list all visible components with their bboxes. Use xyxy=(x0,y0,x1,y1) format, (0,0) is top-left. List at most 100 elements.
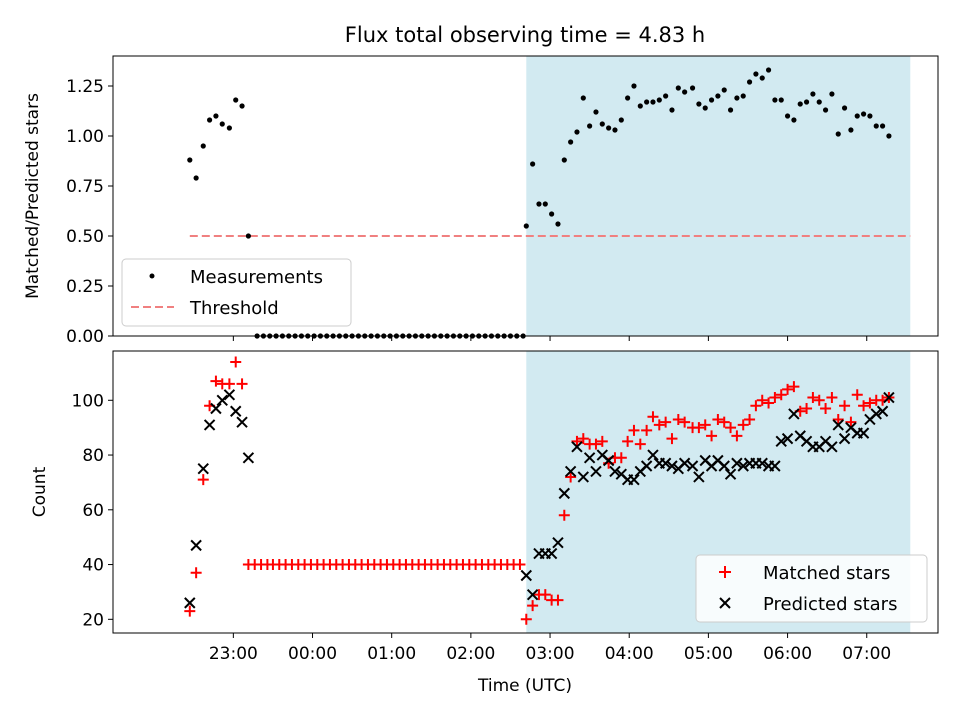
matched-star-point xyxy=(693,422,705,434)
matched-star-point xyxy=(845,416,857,428)
chart-title: Flux total observing time = 4.83 h xyxy=(345,23,705,47)
matched-star-point xyxy=(839,400,851,412)
measurement-point xyxy=(593,109,599,115)
ratio-ytick-label: 0.25 xyxy=(66,277,104,297)
matched-star-point xyxy=(641,424,653,436)
matched-star-point xyxy=(653,419,665,431)
predicted-star-point xyxy=(602,454,615,467)
matched-star-point xyxy=(813,394,825,406)
count-legend: Matched stars Predicted stars xyxy=(695,554,928,623)
measurement-point xyxy=(536,201,542,207)
time-xtick-label: 23:00 xyxy=(209,644,258,664)
matched-star-point xyxy=(552,594,564,606)
predicted-star-point xyxy=(756,457,768,469)
matched-stars-points xyxy=(184,356,895,625)
measurement-point xyxy=(523,223,529,229)
predicted-star-point xyxy=(838,432,851,445)
measurement-point xyxy=(867,113,873,119)
matched-star-point xyxy=(756,394,768,406)
predicted-star-point xyxy=(769,460,781,472)
measurement-point xyxy=(740,93,746,99)
matched-star-point xyxy=(699,419,711,431)
predicted-star-point xyxy=(788,408,800,420)
count-ytick-label: 20 xyxy=(82,610,104,630)
matched-star-point xyxy=(197,474,209,486)
predicted-star-point xyxy=(583,452,596,464)
predicted-star-point xyxy=(724,468,737,480)
predicted-star-point xyxy=(876,405,889,417)
predicted-star-point xyxy=(552,536,564,549)
matched-star-point xyxy=(807,392,819,404)
predicted-star-point xyxy=(242,452,255,464)
matched-star-point xyxy=(737,419,749,431)
measurement-point xyxy=(549,211,555,217)
ratio-legend: Measurements Threshold xyxy=(121,258,352,327)
measurement-point xyxy=(637,103,643,109)
predicted-star-point xyxy=(659,457,672,469)
count-panel: 20 40 60 80 100 23:00 00:00 01:00 02:00 03:00 04:… xyxy=(30,350,939,696)
predicted-star-point xyxy=(590,465,602,478)
time-xtick-label: 02:00 xyxy=(446,644,495,664)
measurement-point xyxy=(580,95,586,101)
predicted-star-point xyxy=(545,547,558,560)
matched-star-point xyxy=(820,402,832,414)
ratio-ytick-label: 0.50 xyxy=(66,227,104,247)
measurement-point xyxy=(696,101,702,107)
matched-star-point xyxy=(190,567,202,579)
measurement-point xyxy=(568,139,574,145)
predicted-star-point xyxy=(686,460,699,472)
predicted-star-point xyxy=(647,449,659,461)
predicted-star-point xyxy=(197,463,209,475)
time-xtick-label: 00:00 xyxy=(288,644,337,664)
predicted-star-point xyxy=(870,408,882,420)
matched-star-point xyxy=(864,397,876,409)
predicted-star-point xyxy=(190,539,202,552)
matched-star-point xyxy=(763,397,775,409)
measurement-point xyxy=(219,121,225,127)
matched-star-point xyxy=(718,416,730,428)
matched-star-point xyxy=(527,600,539,612)
matched-star-point xyxy=(750,400,762,412)
measurement-point xyxy=(200,143,206,149)
measurement-point xyxy=(784,113,791,119)
x-axis-label: Time (UTC) xyxy=(477,676,572,696)
matched-star-point xyxy=(731,430,743,442)
measurement-point xyxy=(612,127,618,133)
matched-star-point xyxy=(571,435,583,447)
matched-star-point xyxy=(184,605,196,617)
matched-star-point xyxy=(647,411,659,423)
time-xtick-label: 07:00 xyxy=(842,644,891,664)
measurement-point xyxy=(879,123,886,129)
matched-star-point xyxy=(851,389,863,401)
measurement-point xyxy=(816,99,822,105)
ratio-panel: 0.00 0.25 0.50 0.75 1.00 1.25 Matched/Predict… xyxy=(23,55,939,347)
matched-star-point xyxy=(622,435,634,447)
matched-star-point xyxy=(775,389,787,401)
observing-window-shade xyxy=(526,56,911,336)
measurement-point xyxy=(656,97,662,103)
measurement-point xyxy=(708,97,715,103)
predicted-star-point xyxy=(693,471,705,483)
predicted-star-point xyxy=(210,402,222,415)
measurement-point xyxy=(663,93,669,99)
predicted-star-point xyxy=(223,389,236,401)
measurement-point xyxy=(233,97,239,103)
matched-star-point xyxy=(679,416,691,428)
measurement-point xyxy=(561,157,567,163)
predicted-star-point xyxy=(577,471,590,483)
measurement-point xyxy=(226,125,232,131)
predicted-star-point xyxy=(781,432,794,445)
measurement-point xyxy=(791,117,797,123)
matched-star-point xyxy=(628,424,640,436)
matched-star-point xyxy=(725,422,737,434)
measurement-point xyxy=(835,131,841,137)
predicted-star-point xyxy=(609,465,621,478)
matched-star-point xyxy=(660,416,672,428)
matched-star-point xyxy=(596,435,608,447)
predicted-star-point xyxy=(203,419,216,431)
measurement-point xyxy=(625,95,631,101)
measurement-point xyxy=(753,71,759,77)
legend-predicted-marker xyxy=(719,597,731,609)
measurement-point xyxy=(797,101,803,107)
legend-threshold-label: Threshold xyxy=(189,298,279,319)
